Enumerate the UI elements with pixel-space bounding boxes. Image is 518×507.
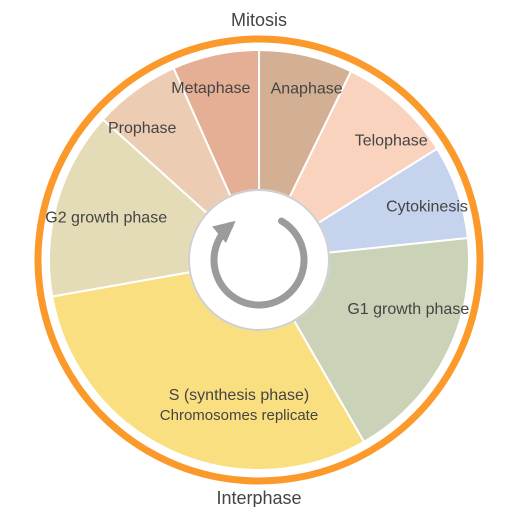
label-s: S (synthesis phase) xyxy=(169,387,310,404)
cell-cycle-diagram: Anaphase Telophase Cytokinesis G1 growth ph… xyxy=(0,0,518,507)
label-telophase: Telophase xyxy=(355,133,428,150)
label-s-2: Chromosomes replicate xyxy=(160,407,318,424)
label-cytokinesis: Cytokinesis xyxy=(386,199,468,216)
title-mitosis: Mitosis xyxy=(231,10,287,30)
label-g1: G1 growth phase xyxy=(347,301,469,318)
label-metaphase: Metaphase xyxy=(171,80,250,97)
label-anaphase: Anaphase xyxy=(271,81,343,98)
inner-circle xyxy=(189,190,329,330)
title-interphase: Interphase xyxy=(216,488,301,507)
label-g2: G2 growth phase xyxy=(45,209,167,226)
label-prophase: Prophase xyxy=(108,120,177,137)
